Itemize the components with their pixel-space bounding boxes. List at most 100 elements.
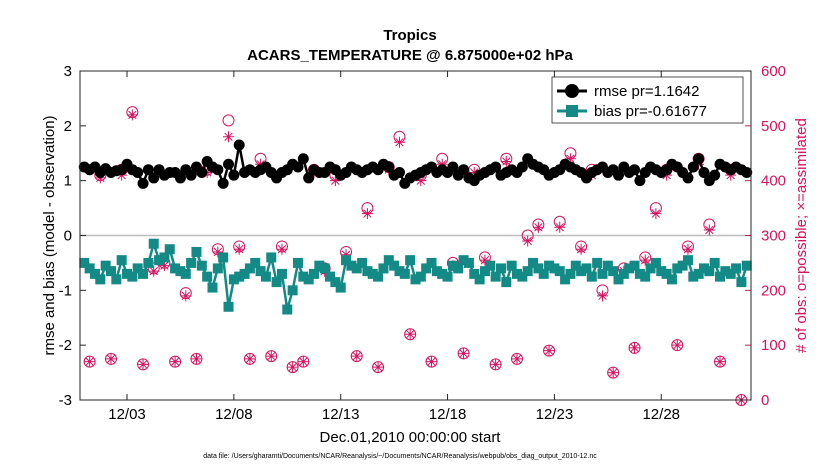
obs-assimilated-point: [532, 221, 544, 233]
chart-title: Tropics: [383, 27, 436, 44]
bias-point: [650, 257, 661, 268]
obs-assimilated-point: [169, 356, 181, 368]
legend-rmse-label: rmse pr=1.1642: [594, 83, 699, 100]
obs-assimilated-point: [84, 356, 96, 368]
obs-assimilated-point: [650, 208, 662, 220]
legend-box: [551, 76, 744, 124]
legend-rmse-marker: [565, 84, 579, 98]
x-axis-label: Dec.01,2010 00:00:00 start: [320, 429, 502, 446]
bias-point: [143, 257, 154, 268]
bias-point: [458, 255, 469, 266]
rmse-point: [185, 169, 197, 181]
bias-point: [154, 255, 165, 266]
obs-assimilated-point: [426, 356, 438, 368]
bias-point: [608, 266, 619, 277]
obs-assimilated-point: [158, 260, 170, 272]
bias-point: [725, 268, 736, 279]
bias-point: [105, 266, 116, 277]
bias-point: [111, 274, 122, 285]
bias-point: [303, 274, 314, 285]
bias-point: [512, 268, 523, 279]
y-axis-label-left: rmse and bias (model - observation): [41, 115, 58, 355]
obs-assimilated-point: [297, 356, 309, 368]
obs-assimilated-point: [351, 350, 363, 362]
plot-layer: 12/03 12/08 12/13 12/18 12/23 12/28 -3 -2 -1 0 1 2 3…: [59, 63, 786, 423]
bias-point: [138, 268, 149, 279]
bias-point: [533, 263, 544, 274]
bias-point: [741, 260, 752, 271]
rmse-point: [682, 172, 694, 184]
bias-point: [490, 271, 501, 282]
bias-point: [592, 257, 603, 268]
obs-assimilated-point: [244, 353, 256, 365]
rmse-point: [490, 161, 502, 173]
bias-point: [122, 268, 133, 279]
rmse-point: [383, 161, 395, 173]
bias-point: [266, 252, 277, 263]
bias-point: [308, 268, 319, 279]
obs-assimilated-point: [393, 136, 405, 148]
x-tick-label: 12/18: [429, 406, 467, 423]
bias-point: [335, 282, 346, 293]
bias-point: [661, 268, 672, 279]
rmse-point: [629, 164, 641, 176]
x-tick-label: 12/13: [322, 406, 360, 423]
rmse-point: [709, 169, 721, 181]
obs-assimilated-point: [554, 221, 566, 233]
bias-point: [442, 271, 453, 282]
rmse-point: [687, 161, 699, 173]
obs-assimilated-point: [329, 175, 341, 187]
rmse-point: [233, 139, 245, 151]
bias-point: [389, 260, 400, 271]
bias-point: [431, 266, 442, 277]
rmse-point: [297, 153, 309, 165]
bias-point: [415, 271, 426, 282]
bias-point: [447, 260, 458, 271]
obs-assimilated-point: [607, 367, 619, 379]
rmse-point: [393, 166, 405, 178]
obs-assimilated-point: [671, 339, 683, 351]
obs-assimilated-point: [596, 290, 608, 302]
bias-point: [656, 266, 667, 277]
bias-point: [84, 263, 95, 274]
obs-assimilated-point: [137, 358, 149, 370]
rmse-point: [223, 158, 235, 170]
rmse-point: [693, 153, 705, 165]
bias-point: [522, 266, 533, 277]
bias-point: [357, 257, 368, 268]
x-tick-label: 12/08: [215, 406, 253, 423]
rmse-point: [174, 172, 186, 184]
bias-point: [693, 268, 704, 279]
bias-point: [79, 257, 90, 268]
rmse-point: [458, 164, 470, 176]
obs-assimilated-point: [629, 342, 641, 354]
bias-point: [164, 244, 175, 255]
legend-bias-label: bias pr=-0.61677: [594, 103, 707, 120]
obs-assimilated-point: [490, 358, 502, 370]
y-tick-label-left: 0: [64, 228, 72, 245]
bias-point: [613, 274, 624, 285]
bias-point: [479, 266, 490, 277]
bias-point: [292, 257, 303, 268]
bias-point: [378, 263, 389, 274]
y-tick-label-right: 0: [761, 392, 769, 409]
bias-point: [186, 257, 197, 268]
obs-assimilated-point: [180, 290, 192, 302]
bias-point: [100, 260, 111, 271]
bias-point: [715, 271, 726, 282]
obs-assimilated-point: [458, 347, 470, 359]
bias-point: [196, 260, 207, 271]
y-tick-label-right: 600: [761, 63, 786, 80]
rmse-point: [148, 172, 160, 184]
bias-point: [276, 268, 287, 279]
bias-point: [437, 268, 448, 279]
obs-assimilated-point: [276, 243, 288, 255]
obs-assimilated-point: [479, 254, 491, 266]
bias-point: [501, 277, 512, 288]
bias-point: [677, 260, 688, 271]
bias-point: [538, 268, 549, 279]
bias-point: [405, 255, 416, 266]
bias-point: [565, 268, 576, 279]
obs-assimilated-point: [500, 155, 512, 167]
